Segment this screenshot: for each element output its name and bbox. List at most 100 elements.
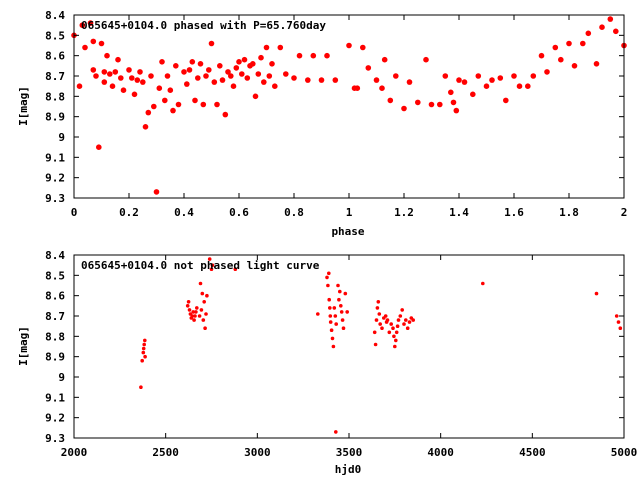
unphased-chart-title: 065645+0104.0 not phased light curve bbox=[81, 259, 320, 272]
unphased-data-point bbox=[405, 326, 410, 331]
unphased-data-point bbox=[209, 267, 214, 272]
phased-data-point bbox=[93, 73, 99, 79]
unphased-data-point bbox=[233, 267, 238, 272]
phased-data-point bbox=[261, 79, 267, 85]
phased-data-point bbox=[90, 67, 97, 73]
unphased-data-point bbox=[187, 308, 192, 312]
unphased-data-point bbox=[618, 326, 623, 331]
phased-data-point bbox=[461, 79, 468, 85]
unphased-data-point bbox=[400, 308, 405, 312]
unphased-data-point bbox=[327, 297, 332, 302]
phased-data-point bbox=[475, 73, 482, 79]
phased-light-curve-panel: 0 0.2 0.4 0.6 0.8 1 1.2 1.4 1.6 1.8 2 8.4 8.5 8.6 8.7 8… bbox=[17, 9, 627, 238]
phased-x-axis-label: phase bbox=[331, 225, 364, 238]
unphased-data-point bbox=[143, 338, 147, 343]
phased-data-point bbox=[525, 83, 531, 89]
phased-data-point bbox=[109, 83, 116, 89]
phased-x-tick-label: 1.8 bbox=[559, 206, 579, 219]
phased-data-point bbox=[450, 99, 457, 106]
phased-data-point bbox=[236, 59, 242, 65]
unphased-y-tick-label: 9.2 bbox=[45, 412, 65, 425]
unphased-y-tick-label: 8.8 bbox=[45, 330, 65, 343]
phased-y-tick-label: 8.5 bbox=[45, 29, 65, 42]
unphased-data-point bbox=[204, 312, 208, 316]
unphased-data-point bbox=[375, 306, 380, 310]
phased-data-point bbox=[118, 75, 124, 81]
unphased-data-point bbox=[614, 314, 619, 318]
phased-data-point bbox=[305, 77, 311, 83]
phased-data-point bbox=[228, 73, 234, 79]
unphased-y-tick-label: 8.7 bbox=[45, 310, 65, 323]
phased-data-point bbox=[104, 52, 110, 59]
phased-data-point bbox=[96, 144, 102, 150]
phased-data-point bbox=[195, 75, 201, 81]
unphased-data-point bbox=[334, 322, 339, 326]
unphased-data-point bbox=[338, 289, 342, 294]
phased-y-tick-label: 9.1 bbox=[45, 151, 65, 164]
phased-data-point bbox=[511, 73, 517, 79]
unphased-data-point bbox=[391, 326, 395, 331]
phased-data-point bbox=[607, 16, 614, 22]
unphased-light-curve-panel: 2000 2500 3000 3500 4000 4500 5000 8.4 8.5 8.6 8.7… bbox=[17, 249, 637, 476]
phased-data-point bbox=[258, 54, 264, 61]
unphased-data-point bbox=[396, 318, 401, 322]
phased-data-point bbox=[538, 52, 545, 59]
phased-data-point bbox=[131, 91, 138, 98]
unphased-data-point bbox=[387, 330, 392, 335]
phased-data-point bbox=[483, 83, 490, 89]
phased-data-point bbox=[134, 77, 141, 83]
unphased-x-tick-label: 3000 bbox=[244, 446, 271, 459]
unphased-y-tick-label: 9.3 bbox=[45, 432, 65, 445]
phased-data-point bbox=[250, 61, 256, 67]
phased-x-tick-label: 0.4 bbox=[174, 206, 194, 219]
unphased-data-point bbox=[378, 322, 383, 326]
unphased-x-tick-label: 4500 bbox=[519, 446, 546, 459]
phased-data-points bbox=[71, 16, 627, 195]
unphased-y-tick-label: 8.9 bbox=[45, 351, 65, 364]
phased-data-point bbox=[272, 83, 278, 89]
unphased-data-point bbox=[340, 318, 345, 322]
phased-data-point bbox=[360, 44, 366, 51]
phased-y-tick-label: 9.2 bbox=[45, 172, 65, 185]
unphased-data-point bbox=[326, 283, 330, 288]
phased-data-point bbox=[544, 69, 550, 75]
phased-data-point bbox=[423, 56, 429, 63]
phased-data-point bbox=[387, 97, 394, 104]
phased-data-point bbox=[580, 40, 586, 47]
unphased-y-tick-label: 8.5 bbox=[45, 269, 65, 282]
phased-data-point bbox=[516, 83, 523, 89]
phased-data-point bbox=[90, 38, 97, 45]
phased-data-point bbox=[456, 77, 462, 83]
phased-data-point bbox=[151, 103, 157, 110]
phased-y-tick-label: 8.6 bbox=[45, 50, 65, 63]
unphased-axis-ticks: 2000 2500 3000 3500 4000 4500 5000 8.4 8.5 8.6 8.7… bbox=[45, 249, 637, 459]
phased-data-point bbox=[252, 93, 259, 100]
phased-data-point bbox=[76, 83, 83, 89]
unphased-data-point bbox=[140, 358, 144, 363]
phased-data-point bbox=[164, 73, 171, 79]
unphased-x-axis-label: hjd0 bbox=[335, 463, 362, 476]
unphased-data-point bbox=[190, 314, 195, 318]
unphased-data-point bbox=[373, 342, 378, 347]
phased-data-point bbox=[197, 61, 204, 67]
unphased-data-point bbox=[327, 271, 331, 276]
unphased-data-point bbox=[404, 318, 408, 322]
unphased-data-point bbox=[341, 326, 346, 331]
phased-data-point bbox=[214, 101, 220, 108]
phased-data-point bbox=[167, 87, 174, 93]
phased-data-point bbox=[497, 75, 504, 81]
phased-data-point bbox=[593, 61, 600, 67]
unphased-y-tick-label: 8.6 bbox=[45, 290, 65, 303]
phased-data-point bbox=[310, 52, 317, 59]
phased-data-point bbox=[530, 73, 537, 79]
phased-data-point bbox=[107, 71, 113, 77]
unphased-data-point bbox=[191, 310, 195, 314]
unphased-data-point bbox=[139, 385, 143, 390]
phased-data-point bbox=[263, 44, 270, 51]
unphased-data-point bbox=[393, 344, 397, 349]
unphased-x-tick-label: 3500 bbox=[336, 446, 363, 459]
phased-data-point bbox=[156, 85, 163, 91]
unphased-data-point bbox=[394, 338, 398, 343]
unphased-data-point bbox=[141, 350, 146, 355]
phased-data-point bbox=[222, 111, 229, 118]
